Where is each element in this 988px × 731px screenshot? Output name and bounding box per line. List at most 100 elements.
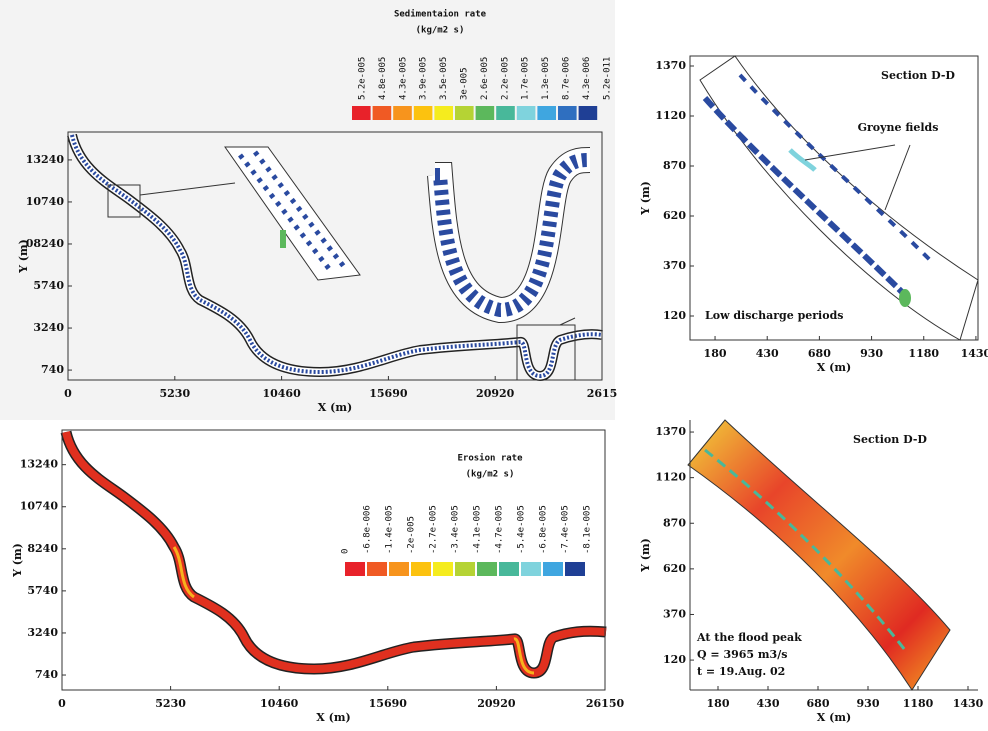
x-tick-label: 430 — [756, 347, 779, 360]
x-tick-label: 10460 — [262, 387, 301, 400]
colorbar-label: -2.7e-005 — [429, 505, 439, 554]
section-low-discharge — [699, 55, 979, 341]
river-erosion — [60, 430, 607, 679]
x-tick-label: 5230 — [159, 387, 190, 400]
y-tick-label: 1370 — [655, 425, 686, 438]
x-tick-label: 0 — [58, 697, 66, 710]
colorbar-label: -8.1e-005 — [583, 505, 593, 554]
y-tick-label: 13240 — [26, 153, 65, 166]
y-tick-label: 120 — [663, 653, 686, 666]
colorbar-label: 2.6e-005 — [480, 57, 490, 100]
y-axis-label: Y (m) — [639, 538, 652, 573]
y-tick-label: 1120 — [655, 471, 686, 484]
y-axis-label: Y (m) — [17, 239, 30, 274]
colorbar-swatch — [477, 562, 497, 576]
colorbar-unit: (kg/m2 s) — [466, 470, 515, 480]
colorbar-swatch — [499, 562, 519, 576]
colorbar-label: -3.4e-005 — [451, 505, 461, 554]
colorbar-swatch — [558, 106, 577, 120]
y-axis-label: Y (m) — [639, 181, 652, 216]
colorbar-label: -5.4e-005 — [517, 505, 527, 554]
colorbar-label: 5.2e-011 — [602, 57, 612, 100]
annotation: Q = 3965 m3/s — [697, 648, 787, 661]
colorbar-swatch — [389, 562, 409, 576]
colorbar-label: -6.8e-006 — [363, 505, 373, 554]
y-tick-label: 3240 — [33, 321, 64, 334]
colorbar-label: 3.9e-005 — [419, 57, 429, 100]
colorbar-label: -7.4e-005 — [561, 505, 571, 554]
y-tick-label: 10740 — [26, 195, 65, 208]
colorbar-label: -2e-005 — [407, 516, 417, 554]
y-tick-label: 1120 — [655, 109, 686, 122]
colorbar-swatch — [565, 562, 585, 576]
y-tick-label: 5740 — [33, 279, 64, 292]
x-tick-label: 20920 — [477, 697, 516, 710]
colorbar-label: 4.3e-005 — [398, 57, 408, 100]
colorbar-swatch — [475, 106, 495, 120]
colorbar-swatch — [516, 106, 536, 120]
x-axis-label: X (m) — [316, 711, 350, 724]
colorbar-label: 2.2e-005 — [500, 57, 510, 100]
x-tick-label: 680 — [807, 697, 830, 710]
colorbar-swatch — [433, 562, 453, 576]
y-tick-label: 1370 — [655, 59, 686, 72]
x-axis-label: X (m) — [817, 361, 851, 374]
colorbar-swatch — [537, 106, 556, 120]
colorbar-label: 4.8e-005 — [378, 57, 388, 100]
x-tick-label: 15690 — [369, 387, 408, 400]
x-tick-label: 430 — [757, 697, 780, 710]
colorbar-label: 0 — [341, 549, 351, 554]
y-tick-label: 10740 — [20, 500, 59, 513]
y-tick-label: 370 — [663, 259, 686, 272]
colorbar-swatch — [455, 562, 475, 576]
colorbar-label: -1.4e-005 — [385, 505, 395, 554]
colorbar-title: Erosion rate — [457, 453, 523, 464]
colorbar-swatch — [367, 562, 387, 576]
y-tick-label: 740 — [35, 668, 58, 681]
colorbar-swatch — [345, 562, 365, 576]
colorbar-swatch — [411, 562, 431, 576]
colorbar-unit: (kg/m2 s) — [416, 26, 465, 36]
x-tick-label: 26150 — [586, 697, 625, 710]
x-tick-label: 1180 — [903, 697, 934, 710]
colorbar-label: 3e-005 — [460, 67, 470, 100]
y-tick-label: 08240 — [26, 237, 65, 250]
colorbar-swatch — [352, 106, 371, 120]
colorbar-swatch — [372, 106, 392, 120]
colorbar-swatch — [393, 106, 412, 120]
colorbar-swatch — [543, 562, 563, 576]
annotation: Section D-D — [853, 433, 927, 446]
y-tick-label: 870 — [663, 516, 686, 529]
x-tick-label: 1430 — [953, 697, 984, 710]
x-tick-label: 1430 — [961, 347, 988, 360]
x-tick-label: 1180 — [908, 347, 939, 360]
y-tick-label: 13240 — [20, 458, 59, 471]
colorbar-label: 4.3e-006 — [582, 57, 592, 100]
colorbar-label: 3.5e-005 — [439, 57, 449, 100]
y-tick-label: 120 — [663, 309, 686, 322]
annotation: At the flood peak — [696, 631, 802, 644]
x-tick-label: 2615 — [587, 387, 618, 400]
x-axis-label: X (m) — [817, 711, 851, 724]
y-tick-label: 5740 — [27, 584, 58, 597]
x-tick-label: 0 — [64, 387, 72, 400]
x-tick-label: 680 — [808, 347, 831, 360]
colorbar-swatch — [434, 106, 453, 120]
x-tick-label: 180 — [704, 347, 727, 360]
colorbar-label: 1.7e-005 — [521, 57, 531, 100]
colorbar-label: -4.1e-005 — [473, 505, 483, 554]
colorbar-swatch — [455, 106, 474, 120]
y-tick-label: 3240 — [27, 626, 58, 639]
y-axis-label: Y (m) — [11, 543, 24, 578]
colorbar-swatch — [413, 106, 433, 120]
colorbar-swatch — [521, 562, 541, 576]
x-tick-label: 180 — [707, 697, 730, 710]
y-tick-label: 620 — [663, 562, 686, 575]
x-tick-label: 10460 — [260, 697, 299, 710]
colorbar-label: 8.7e-006 — [562, 57, 572, 100]
y-tick-label: 370 — [663, 607, 686, 620]
x-tick-label: 20920 — [476, 387, 515, 400]
annotation: Section D-D — [881, 69, 955, 82]
